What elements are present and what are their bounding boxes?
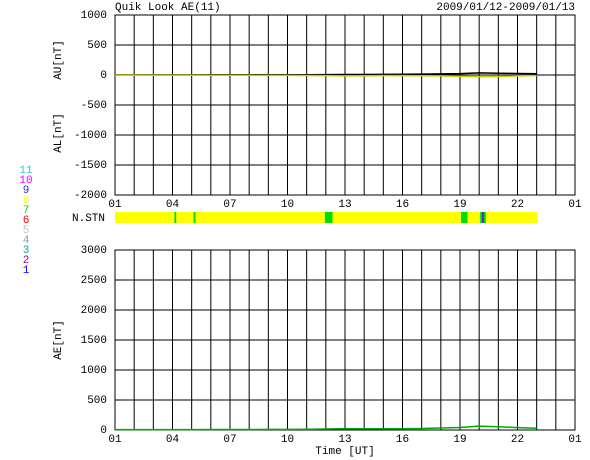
- station-segment: [460, 212, 468, 223]
- station-legend: 4: [23, 235, 30, 247]
- station-segment: [324, 212, 333, 223]
- station-legend: 3: [23, 245, 30, 257]
- date-range: 2009/01/12-2009/01/13: [436, 2, 575, 14]
- n-stn-label: N.STN: [72, 213, 105, 225]
- y-tick-label: 500: [87, 40, 107, 52]
- y-tick-label: 0: [100, 425, 107, 437]
- station-segment: [195, 212, 325, 223]
- station-legend: 10: [19, 175, 32, 187]
- station-legend: 7: [23, 205, 30, 217]
- station-segment: [193, 212, 196, 223]
- x-tick-label: 07: [223, 199, 236, 211]
- y-tick-label: 0: [100, 70, 107, 82]
- series-line: [115, 74, 537, 78]
- station-segment: [174, 212, 177, 223]
- station-legend: 5: [23, 225, 30, 237]
- x-tick-label: 04: [166, 199, 180, 211]
- x-tick-label: 16: [396, 434, 409, 446]
- station-segment: [115, 212, 175, 223]
- y-tick-label: -500: [81, 100, 107, 112]
- title: Quik Look AE(11): [115, 2, 221, 14]
- x-tick-label: 01: [568, 434, 582, 446]
- station-segment: [467, 212, 481, 223]
- x-tick-label: 22: [511, 434, 524, 446]
- y-tick-label: 2000: [81, 305, 107, 317]
- x-tick-label: 10: [281, 434, 294, 446]
- station-legend: 1: [23, 265, 30, 277]
- y-tick-label: -2000: [74, 190, 107, 202]
- station-legend: 6: [23, 215, 30, 227]
- x-tick-label: 13: [338, 199, 351, 211]
- station-segment: [483, 212, 486, 223]
- x-tick-label: 22: [511, 199, 524, 211]
- station-legend: 2: [23, 255, 30, 267]
- x-tick-label: 10: [281, 199, 294, 211]
- y-tick-label: 500: [87, 395, 107, 407]
- y-axis-label: AU[nT]: [53, 40, 65, 80]
- y-axis-label: AE[nT]: [53, 320, 65, 360]
- x-tick-label: 04: [166, 434, 180, 446]
- x-tick-label: 07: [223, 434, 236, 446]
- x-tick-label: 01: [568, 199, 582, 211]
- x-tick-label: 19: [453, 434, 466, 446]
- x-tick-label: 16: [396, 199, 409, 211]
- x-tick-label: 01: [108, 434, 122, 446]
- x-tick-label: 19: [453, 199, 466, 211]
- y-tick-label: 1500: [81, 335, 107, 347]
- y-tick-label: 2500: [81, 275, 107, 287]
- station-legend: 11: [19, 165, 33, 177]
- series-line: [115, 425, 537, 431]
- x-axis-label: Time [UT]: [315, 446, 374, 458]
- y-tick-label: 1000: [81, 10, 107, 22]
- y-tick-label: -1500: [74, 160, 107, 172]
- x-tick-label: 13: [338, 434, 351, 446]
- station-segment: [176, 212, 194, 223]
- y-tick-label: 1000: [81, 365, 107, 377]
- y-tick-label: 3000: [81, 245, 107, 257]
- x-tick-label: 01: [108, 199, 122, 211]
- y-tick-label: -1000: [74, 130, 107, 142]
- station-legend: 9: [23, 185, 30, 197]
- station-segment: [480, 212, 483, 223]
- station-segment: [485, 212, 538, 223]
- station-segment: [482, 212, 484, 223]
- station-legend: 8: [23, 195, 30, 207]
- y-axis-label: AL[nT]: [53, 113, 65, 153]
- station-segment: [332, 212, 461, 223]
